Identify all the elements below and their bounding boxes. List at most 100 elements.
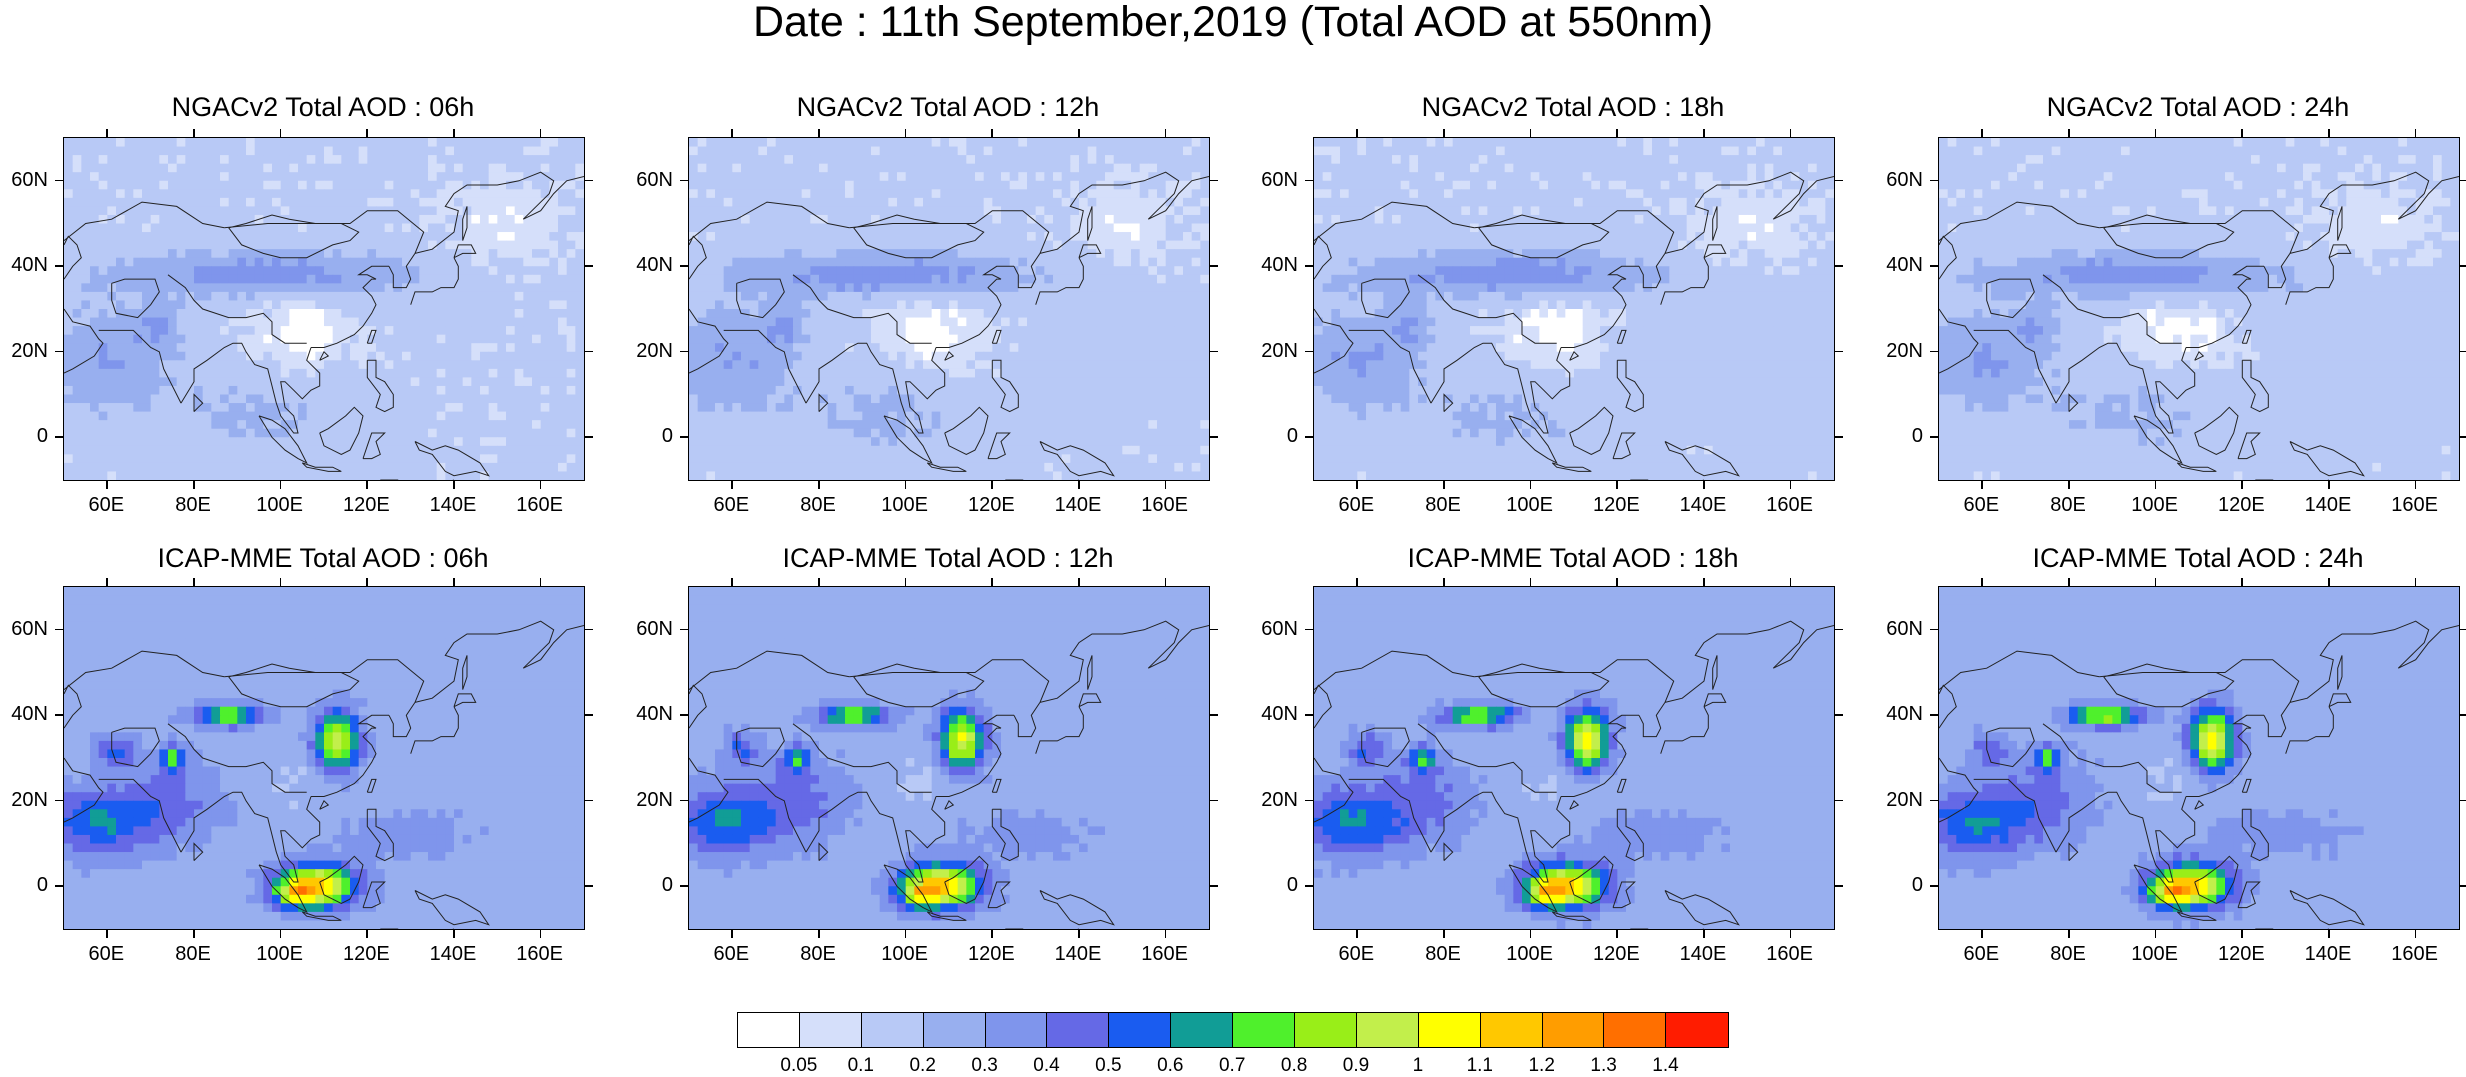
lat-tick-label: 40N — [1250, 704, 1298, 724]
lon-tick-mark — [1981, 129, 1983, 137]
lat-tick-mark — [585, 714, 593, 716]
lon-tick-mark — [1165, 129, 1167, 137]
lon-tick-mark — [1616, 930, 1618, 938]
lat-tick-mark — [585, 436, 593, 438]
panel-title: ICAP-MME Total AOD : 24h — [1938, 543, 2458, 573]
lon-tick-mark — [366, 129, 368, 137]
lon-tick-mark — [1530, 129, 1532, 137]
lon-tick-mark — [1078, 481, 1080, 489]
colorbar-label: 1.1 — [1455, 1055, 1505, 1077]
lat-tick-mark — [1930, 265, 1938, 267]
aod-field — [689, 138, 1209, 480]
lon-tick-label: 100E — [875, 495, 935, 515]
lat-tick-label: 0 — [0, 875, 48, 895]
lon-tick-label: 120E — [336, 944, 396, 964]
lon-tick-label: 100E — [2125, 495, 2185, 515]
lat-tick-label: 60N — [1250, 619, 1298, 639]
colorbar-label: 0.1 — [836, 1055, 886, 1077]
lat-tick-mark — [55, 885, 63, 887]
lon-tick-mark — [193, 930, 195, 938]
lat-tick-label: 40N — [0, 255, 48, 275]
lat-tick-label: 40N — [1250, 255, 1298, 275]
lon-tick-mark — [1443, 578, 1445, 586]
lon-tick-mark — [991, 481, 993, 489]
lat-tick-mark — [1835, 714, 1843, 716]
lon-tick-mark — [731, 129, 733, 137]
lat-tick-label: 60N — [625, 619, 673, 639]
lat-tick-mark — [55, 714, 63, 716]
lon-tick-mark — [193, 129, 195, 137]
lon-tick-mark — [540, 129, 542, 137]
lon-tick-label: 140E — [1048, 495, 1108, 515]
colorbar-label: 0.5 — [1083, 1055, 1133, 1077]
lon-tick-label: 160E — [1760, 495, 1820, 515]
panel-title: NGACv2 Total AOD : 18h — [1313, 92, 1833, 122]
lat-tick-mark — [1305, 265, 1313, 267]
lon-tick-mark — [1981, 930, 1983, 938]
lon-tick-mark — [1530, 481, 1532, 489]
panel-title: ICAP-MME Total AOD : 06h — [63, 543, 583, 573]
colorbar-swatch — [800, 1013, 862, 1047]
figure-title: Date : 11th September,2019 (Total AOD at… — [0, 0, 2466, 44]
lon-tick-mark — [2415, 578, 2417, 586]
panel-title: ICAP-MME Total AOD : 12h — [688, 543, 1208, 573]
lat-tick-mark — [680, 436, 688, 438]
lon-tick-mark — [106, 930, 108, 938]
aod-grid — [1314, 587, 1834, 929]
lon-tick-mark — [106, 129, 108, 137]
lat-tick-mark — [1305, 800, 1313, 802]
panel-title: NGACv2 Total AOD : 06h — [63, 92, 583, 122]
lat-tick-mark — [585, 629, 593, 631]
colorbar-swatch — [1171, 1013, 1233, 1047]
lon-tick-mark — [2155, 930, 2157, 938]
lat-tick-mark — [1210, 436, 1218, 438]
lon-tick-mark — [905, 129, 907, 137]
lon-tick-mark — [1703, 129, 1705, 137]
colorbar-label: 0.9 — [1331, 1055, 1381, 1077]
aod-map — [1938, 586, 2460, 930]
lon-tick-mark — [1443, 129, 1445, 137]
lon-tick-mark — [453, 481, 455, 489]
lon-tick-mark — [366, 930, 368, 938]
lat-tick-mark — [680, 714, 688, 716]
aod-field — [1939, 138, 2459, 480]
lon-tick-mark — [1616, 129, 1618, 137]
lon-tick-mark — [2328, 129, 2330, 137]
colorbar-swatch — [1047, 1013, 1109, 1047]
lon-tick-mark — [991, 930, 993, 938]
lon-tick-mark — [991, 129, 993, 137]
lon-tick-label: 120E — [961, 944, 1021, 964]
lat-tick-label: 20N — [1250, 341, 1298, 361]
lon-tick-label: 140E — [1048, 944, 1108, 964]
colorbar-label: 1.2 — [1517, 1055, 1567, 1077]
lon-tick-mark — [731, 578, 733, 586]
lat-tick-mark — [680, 351, 688, 353]
lat-tick-mark — [1930, 885, 1938, 887]
aod-map — [1313, 586, 1835, 930]
lon-tick-mark — [818, 481, 820, 489]
lat-tick-mark — [1210, 800, 1218, 802]
lat-tick-label: 20N — [1875, 341, 1923, 361]
lon-tick-mark — [2328, 930, 2330, 938]
lon-tick-mark — [2241, 578, 2243, 586]
lon-tick-mark — [905, 930, 907, 938]
lon-tick-mark — [2415, 930, 2417, 938]
colorbar-swatch — [1357, 1013, 1419, 1047]
lon-tick-mark — [905, 578, 907, 586]
lon-tick-label: 80E — [1413, 944, 1473, 964]
lat-tick-label: 20N — [0, 341, 48, 361]
colorbar-swatch — [1419, 1013, 1481, 1047]
lon-tick-mark — [453, 930, 455, 938]
lon-tick-mark — [540, 578, 542, 586]
aod-map — [1313, 137, 1835, 481]
lon-tick-label: 120E — [336, 495, 396, 515]
colorbar-label: 1.4 — [1641, 1055, 1691, 1077]
lon-tick-label: 160E — [1135, 944, 1195, 964]
lat-tick-mark — [680, 800, 688, 802]
lat-tick-mark — [2460, 714, 2466, 716]
lon-tick-mark — [1703, 930, 1705, 938]
colorbar-swatch — [1233, 1013, 1295, 1047]
lon-tick-label: 60E — [1951, 944, 2011, 964]
lon-tick-mark — [453, 129, 455, 137]
aod-field — [689, 587, 1209, 929]
